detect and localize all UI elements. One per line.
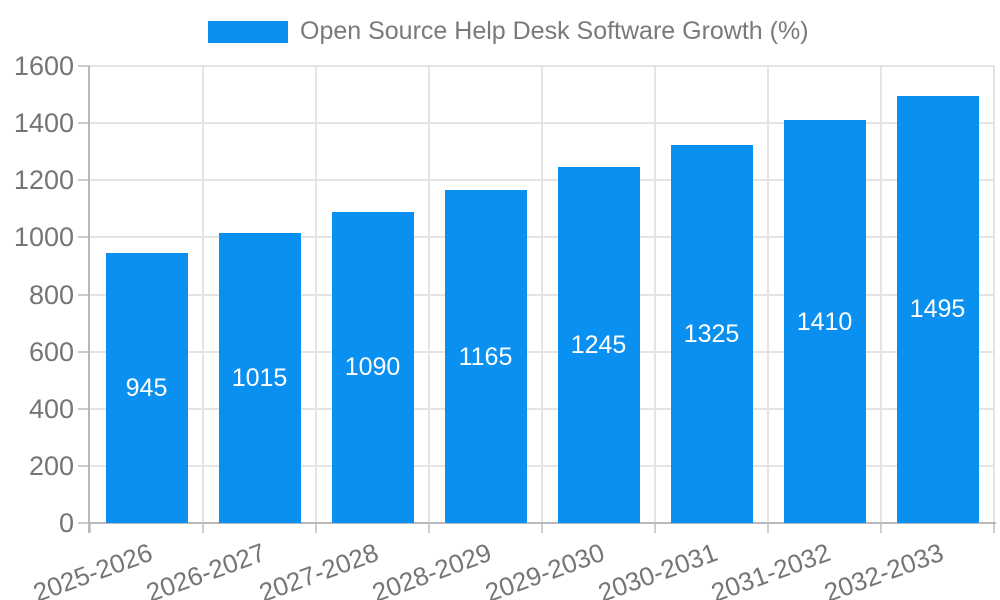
y-tick-label: 400	[28, 393, 74, 424]
y-axis-tick	[78, 464, 90, 467]
bar	[896, 95, 979, 523]
x-axis-tick	[541, 523, 543, 533]
y-tick-label: 200	[28, 450, 74, 481]
bar	[331, 211, 414, 523]
y-tick-label: 0	[58, 508, 74, 538]
x-tick-label: 2028-2029	[368, 537, 496, 600]
vertical-gridline	[315, 66, 317, 523]
bar	[557, 167, 640, 523]
y-axis-tick	[78, 293, 90, 296]
bar-value-label: 1495	[909, 295, 966, 324]
x-axis-tick	[315, 523, 317, 533]
chart-legend: Open Source Help Desk Software Growth (%…	[208, 17, 809, 46]
bar	[218, 233, 301, 523]
vertical-gridline	[767, 66, 769, 523]
x-tick-label: 2027-2028	[255, 537, 383, 600]
x-axis-tick	[428, 523, 430, 533]
x-axis-line	[88, 522, 996, 524]
bar	[783, 120, 866, 523]
vertical-gridline	[428, 66, 430, 523]
vertical-gridline	[880, 66, 882, 523]
x-tick-label: 2026-2027	[142, 537, 270, 600]
bar-value-label: 1165	[458, 342, 513, 371]
bar-value-label: 945	[125, 374, 168, 403]
y-tick-label: 1200	[13, 165, 74, 196]
y-tick-label: 600	[28, 336, 74, 367]
x-tick-label: 2029-2030	[481, 537, 609, 600]
bar-value-label: 1015	[231, 364, 288, 393]
y-tick-label: 1600	[13, 51, 74, 81]
vertical-gridline	[202, 66, 204, 523]
y-axis-tick	[78, 65, 90, 67]
bar	[670, 144, 753, 523]
x-axis-tick	[993, 523, 995, 533]
y-axis-tick	[78, 122, 90, 125]
x-tick-label: 2025-2026	[29, 537, 157, 600]
bar-value-label: 1410	[796, 307, 853, 336]
x-tick-label: 2030-2031	[594, 537, 722, 600]
x-axis-tick	[202, 523, 204, 533]
y-axis-tick	[78, 179, 90, 182]
y-axis-tick	[78, 236, 90, 239]
x-axis-tick	[767, 523, 769, 533]
bar-value-label: 1245	[570, 331, 627, 360]
y-axis-line	[88, 66, 90, 533]
y-axis-tick	[78, 407, 90, 410]
y-tick-label: 1000	[13, 222, 74, 253]
bar-value-label: 1325	[683, 319, 740, 348]
y-tick-label: 1400	[13, 108, 74, 139]
vertical-gridline	[654, 66, 656, 523]
vertical-gridline	[993, 66, 995, 523]
bar	[105, 253, 188, 523]
x-tick-label: 2031-2032	[707, 537, 835, 600]
x-axis-tick	[654, 523, 656, 533]
y-tick-label: 800	[28, 279, 74, 310]
x-axis-tick	[880, 523, 882, 533]
x-tick-label: 2032-2033	[820, 537, 948, 600]
legend-swatch	[208, 20, 288, 43]
bar	[444, 190, 527, 523]
vertical-gridline	[541, 66, 543, 523]
legend-label: Open Source Help Desk Software Growth (%…	[300, 17, 809, 45]
y-axis-tick	[78, 350, 90, 353]
y-axis-tick	[78, 522, 90, 524]
x-axis-tick	[89, 523, 91, 533]
bar-value-label: 1090	[344, 353, 401, 382]
